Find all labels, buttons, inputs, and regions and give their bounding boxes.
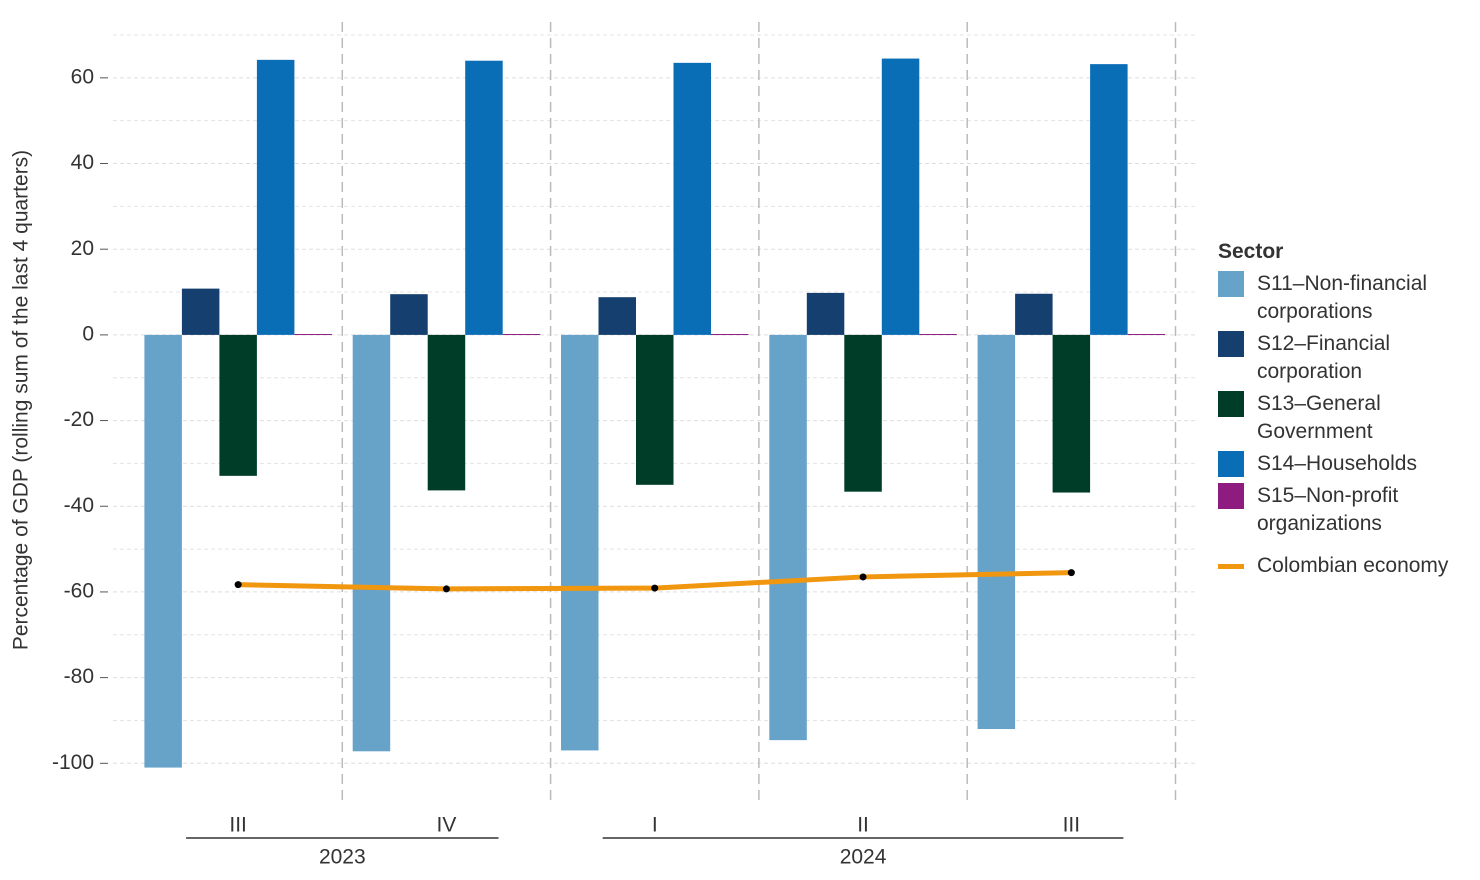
group-label: 2023 xyxy=(319,846,366,869)
legend-item: S14–Households xyxy=(1218,450,1473,478)
legend-label: S15–Non-profit organizations xyxy=(1257,484,1399,535)
y-tick-label: -80 xyxy=(64,665,94,688)
line-point xyxy=(234,581,242,589)
bar xyxy=(806,292,845,335)
legend-title: Sector xyxy=(1218,240,1284,263)
legend-swatch xyxy=(1218,483,1244,509)
y-tick-label: -60 xyxy=(64,579,94,602)
bar xyxy=(844,334,882,492)
x-tick-label: III xyxy=(229,814,247,837)
x-tick-label: II xyxy=(857,814,869,837)
bar xyxy=(352,334,391,752)
legend-item: S11–Non-financial corporations xyxy=(1218,270,1473,326)
legend-swatch xyxy=(1218,271,1244,297)
group-label: 2024 xyxy=(840,846,887,869)
bar xyxy=(561,334,599,751)
y-tick-label: 60 xyxy=(71,65,94,88)
bar xyxy=(502,334,541,336)
bar xyxy=(465,60,503,335)
bar xyxy=(144,334,182,768)
bar xyxy=(919,334,957,336)
bar xyxy=(1052,334,1091,493)
y-tick-label: -20 xyxy=(64,408,94,431)
legend-label: S14–Households xyxy=(1257,452,1417,475)
bar xyxy=(390,294,428,335)
line-point xyxy=(442,585,450,593)
bar xyxy=(219,334,257,476)
legend-label: Colombian economy xyxy=(1257,554,1449,577)
legend-item: S15–Non-profit organizations xyxy=(1218,482,1473,538)
legend-label: S11–Non-financial corporations xyxy=(1257,272,1428,323)
bar xyxy=(256,59,295,335)
bar xyxy=(711,334,749,336)
line-point xyxy=(859,573,867,581)
bar xyxy=(181,288,220,335)
x-tick-label: III xyxy=(1063,814,1081,837)
legend-item: Colombian economy xyxy=(1218,552,1473,580)
y-tick-label: 0 xyxy=(82,322,94,345)
bar xyxy=(1127,334,1166,336)
legend-label: S13–General Government xyxy=(1257,392,1381,443)
line-point xyxy=(1067,569,1075,577)
legend-swatch xyxy=(1218,564,1244,569)
y-tick-label: 20 xyxy=(71,237,94,260)
y-axis-label: Percentage of GDP (rolling sum of the la… xyxy=(10,150,33,650)
legend-label: S12–Financial corporation xyxy=(1257,332,1391,383)
legend-item: S13–General Government xyxy=(1218,390,1473,446)
bar xyxy=(977,334,1016,730)
bar xyxy=(636,334,674,485)
bar xyxy=(769,334,807,741)
y-tick-label: 40 xyxy=(71,151,94,174)
bar xyxy=(881,58,920,335)
line-point xyxy=(651,584,659,592)
legend-item: S12–Financial corporation xyxy=(1218,330,1473,386)
bar xyxy=(598,297,636,335)
bar xyxy=(294,334,332,336)
y-tick-label: -100 xyxy=(52,751,94,774)
bar xyxy=(427,334,466,491)
legend-swatch xyxy=(1218,391,1244,417)
bar xyxy=(1015,293,1053,335)
legend-swatch xyxy=(1218,331,1244,357)
x-tick-label: IV xyxy=(437,814,457,837)
legend-swatch xyxy=(1218,451,1244,477)
y-tick-label: -40 xyxy=(64,494,94,517)
legend: Sector S11–Non-financial corporations S12… xyxy=(1218,240,1473,584)
x-tick-label: I xyxy=(652,814,658,837)
bar xyxy=(1090,64,1128,335)
bar xyxy=(673,62,711,335)
